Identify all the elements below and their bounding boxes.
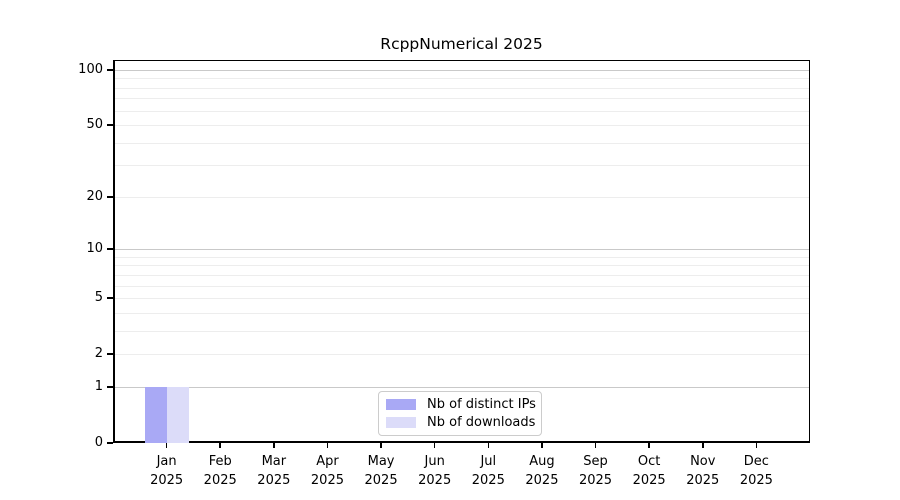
minor-gridline: [115, 110, 809, 112]
x-axis-tick-label: May 2025: [364, 454, 398, 488]
x-axis-tick: [702, 443, 704, 448]
y-axis-tick-label: 100: [78, 61, 103, 77]
chart-title: RcppNumerical 2025: [380, 35, 543, 53]
y-axis-tick-label: 1: [94, 378, 103, 394]
y-axis-tick-label: 5: [94, 290, 103, 306]
minor-gridline: [115, 125, 809, 127]
y-axis-tick: [107, 442, 113, 444]
major-gridline: [115, 69, 809, 71]
x-axis-tick: [594, 443, 597, 448]
x-axis-tick-label: Nov 2025: [686, 454, 720, 488]
x-axis-tick: [648, 443, 650, 448]
x-axis-tick-label: Jul 2025: [471, 454, 505, 488]
y-axis-tick-label: 50: [86, 117, 103, 133]
y-axis-tick-label: 0: [94, 435, 103, 450]
legend-label-downloads: Nb of downloads: [427, 415, 536, 430]
y-axis-tick: [107, 248, 113, 250]
minor-gridline: [115, 274, 809, 276]
x-axis-tick-label: Mar 2025: [257, 454, 291, 488]
y-axis-tick: [107, 297, 113, 299]
x-axis-tick: [487, 443, 490, 448]
x-axis-tick: [380, 443, 382, 448]
bar-downloads: [166, 386, 189, 443]
y-axis-tick-label: 10: [86, 241, 103, 257]
minor-gridline: [115, 78, 809, 80]
legend-swatch-distinct-ips: [386, 399, 416, 410]
x-axis-tick-label: Oct 2025: [632, 454, 666, 488]
x-axis-tick-label: Feb 2025: [203, 454, 237, 488]
major-gridline: [115, 386, 809, 388]
minor-gridline: [115, 312, 809, 314]
minor-gridline: [115, 165, 809, 167]
legend-item-distinct-ips: Nb of distinct IPs: [386, 397, 536, 412]
bar-distinct-ips: [144, 386, 167, 443]
minor-gridline: [115, 298, 809, 300]
y-axis-tick: [107, 386, 113, 388]
minor-gridline: [115, 330, 809, 332]
legend: Nb of distinct IPs Nb of downloads: [378, 391, 542, 436]
y-axis-tick: [107, 69, 113, 71]
legend-item-downloads: Nb of downloads: [386, 415, 536, 430]
major-gridline: [115, 249, 809, 251]
y-axis-tick-label: 20: [86, 188, 103, 204]
x-axis-tick-label: Jan 2025: [150, 454, 184, 488]
legend-label-distinct-ips: Nb of distinct IPs: [427, 397, 536, 412]
minor-gridline: [115, 354, 809, 356]
y-axis-tick: [107, 196, 113, 198]
minor-gridline: [115, 196, 809, 198]
x-axis-tick-label: Dec 2025: [739, 454, 773, 488]
minor-gridline: [115, 142, 809, 144]
x-axis-tick: [219, 443, 221, 448]
minor-gridline: [115, 265, 809, 267]
minor-gridline: [115, 87, 809, 89]
legend-swatch-downloads: [386, 417, 416, 428]
x-axis-tick: [433, 443, 436, 448]
plot-area: [113, 60, 810, 443]
y-axis-tick: [107, 124, 113, 126]
minor-gridline: [115, 285, 809, 287]
x-axis-tick: [165, 443, 168, 448]
y-axis-tick: [107, 353, 113, 355]
x-axis-tick-label: Sep 2025: [578, 454, 613, 488]
x-axis-tick-label: Apr 2025: [310, 454, 344, 488]
minor-gridline: [115, 98, 809, 100]
minor-gridline: [115, 256, 809, 258]
x-axis-tick-label: Jun 2025: [418, 454, 452, 488]
x-axis-tick: [541, 443, 543, 448]
y-axis-tick-label: 2: [94, 346, 103, 362]
x-axis-tick: [326, 443, 329, 448]
x-axis-tick: [273, 443, 275, 448]
x-axis-tick: [755, 443, 758, 448]
x-axis-tick-label: Aug 2025: [525, 454, 559, 488]
